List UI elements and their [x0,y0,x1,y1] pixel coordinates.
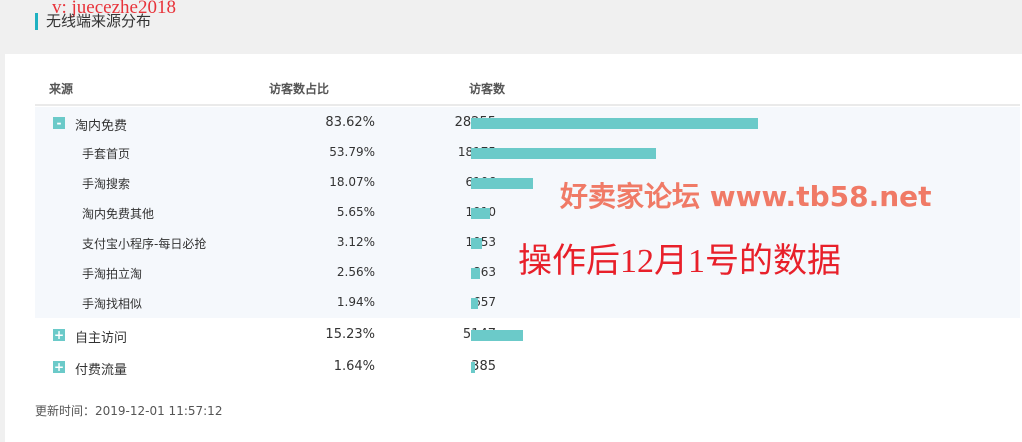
overlay-note: 操作后12月1号的数据 [518,243,841,280]
source-name: 手淘搜索 [82,177,131,191]
source-name: 支付宝小程序-每日必抢 [82,237,207,251]
visitor-count: 385 [471,359,496,374]
source-name: 手套首页 [82,147,131,161]
visitor-ratio: 83.62% [325,115,375,130]
header-visitors: 访客数 [469,82,506,96]
source-name: 手淘找相似 [82,297,143,311]
source-name: 自主访问 [75,331,128,346]
visitor-bar [471,298,478,309]
visitor-ratio: 3.12% [336,235,375,249]
expand-toggle-icon[interactable]: + [53,360,65,374]
visitor-bar [471,362,475,373]
expand-toggle-icon[interactable]: + [53,328,65,342]
visitor-bar [471,208,491,219]
visitor-ratio: 15.23% [325,327,375,342]
visitor-bar [471,268,480,279]
source-name: 手淘拍立淘 [82,267,143,281]
update-time: 更新时间：2019-12-01 11:57:12 [35,404,223,418]
source-name: 淘内免费 [75,119,128,134]
visitor-bar [471,178,534,189]
visitor-ratio: 53.79% [329,145,375,159]
header-divider [35,104,1020,106]
visitor-bar [471,148,656,159]
visitor-ratio: 1.64% [333,359,375,374]
header-ratio: 访客数占比 [269,82,330,96]
visitor-count: 657 [473,295,496,309]
table-row: 手淘拍立淘 2.56% 863 [35,258,1020,288]
visitor-bar [471,330,524,341]
collapse-toggle-icon[interactable]: - [53,117,65,129]
source-name: 付费流量 [75,363,128,378]
visitor-ratio: 2.56% [336,265,375,279]
header-source: 来源 [49,82,74,96]
visitor-ratio: 18.07% [329,175,375,189]
visitor-bar [471,238,482,249]
visitor-bar [471,118,758,129]
watermark-text: v: juecezhe2018 [52,0,176,18]
logo-watermark: 好卖家论坛 www.tb58.net [560,180,932,213]
table-row: 手淘找相似 1.94% 657 [35,288,1020,318]
section-title: 无线端来源分布 [35,13,151,30]
expanded-group-bg [35,107,1020,318]
table-row: + 付费流量 1.64% 385 [35,352,1020,382]
source-name: 淘内免费其他 [82,207,155,221]
visitor-ratio: 5.65% [336,205,375,219]
visitor-ratio: 1.94% [336,295,375,309]
